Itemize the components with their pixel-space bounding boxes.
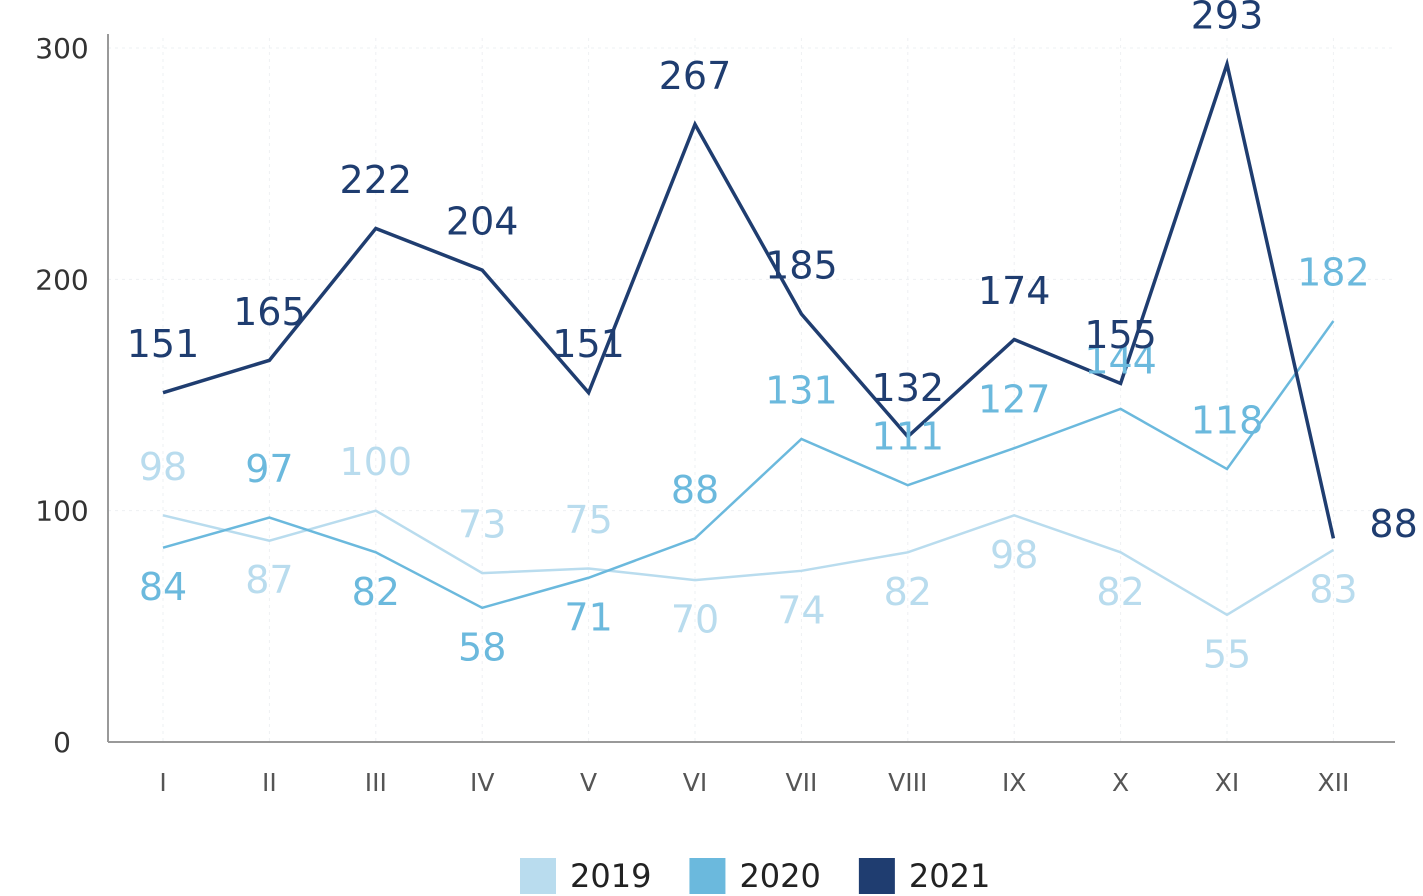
x-tick-label: II (262, 768, 277, 797)
data-label: 111 (872, 415, 945, 459)
series-line (162, 320, 1335, 610)
x-tick-label: V (580, 768, 597, 797)
data-label: 185 (765, 244, 838, 288)
data-label: 75 (564, 498, 612, 542)
data-label: 88 (671, 468, 719, 512)
data-label: 132 (872, 366, 945, 410)
x-tick-label: IV (470, 768, 494, 797)
data-label: 82 (352, 570, 400, 614)
x-tick-label: I (159, 768, 166, 797)
data-label: 58 (458, 625, 506, 669)
y-tick-label: 300 (35, 32, 88, 65)
data-label: 82 (1096, 570, 1144, 614)
legend-swatch (520, 858, 556, 894)
x-tick-label: X (1112, 768, 1129, 797)
data-label: 182 (1297, 250, 1370, 294)
data-label: 88 (1369, 502, 1417, 546)
data-label: 151 (552, 322, 625, 366)
x-tick-label: VI (683, 768, 707, 797)
data-label: 293 (1191, 0, 1264, 38)
data-label: 222 (340, 158, 413, 202)
series-line (162, 509, 1335, 617)
legend-label: 2020 (739, 857, 820, 895)
data-label: 82 (884, 570, 932, 614)
data-label: 204 (446, 200, 519, 244)
legend-swatch (689, 858, 726, 894)
data-label: 155 (1084, 313, 1157, 357)
series-line (162, 57, 1336, 539)
y-tick-label: 0 (53, 726, 71, 759)
data-label: 131 (765, 368, 838, 412)
data-label: 70 (671, 598, 719, 642)
data-label: 174 (978, 269, 1051, 313)
y-tick-label: 200 (35, 263, 88, 296)
data-label: 98 (139, 445, 187, 489)
legend-label: 2021 (909, 857, 990, 895)
data-label: 127 (978, 378, 1051, 422)
x-tick-label: XII (1317, 768, 1349, 797)
data-label: 165 (233, 290, 306, 334)
data-label: 84 (139, 565, 187, 609)
data-label: 100 (340, 440, 413, 484)
data-label: 74 (777, 588, 825, 632)
x-tick-label: VII (785, 768, 817, 797)
legend-label: 2019 (570, 857, 651, 895)
data-label: 97 (245, 447, 293, 491)
x-tick-label: VIII (888, 768, 927, 797)
data-label: 267 (659, 54, 732, 98)
data-label: 118 (1191, 399, 1264, 443)
data-label: 73 (458, 503, 506, 547)
x-tick-label: III (365, 768, 387, 797)
data-label: 71 (564, 595, 612, 639)
y-tick-label: 100 (35, 495, 88, 528)
data-label: 98 (990, 533, 1038, 577)
x-tick-label: XI (1215, 768, 1240, 797)
data-label: 144 (1084, 338, 1157, 382)
legend-swatch (858, 858, 895, 894)
data-label: 151 (127, 322, 200, 366)
data-label: 87 (245, 558, 293, 602)
x-tick-label: IX (1002, 768, 1027, 797)
data-label: 55 (1203, 632, 1251, 676)
data-label: 83 (1309, 567, 1357, 611)
